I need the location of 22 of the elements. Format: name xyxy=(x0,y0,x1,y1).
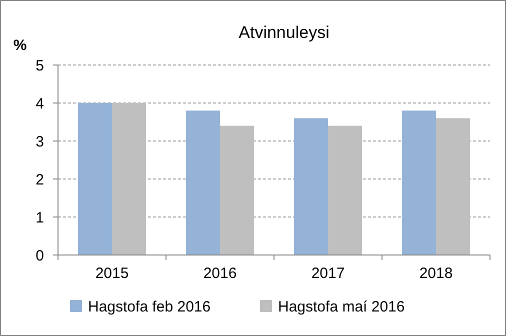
chart-title: Atvinnuleysi xyxy=(238,23,330,42)
bar xyxy=(220,126,254,255)
bar xyxy=(436,118,470,255)
y-axis-title: % xyxy=(13,37,27,54)
y-tick-label: 4 xyxy=(36,95,44,112)
bar xyxy=(112,103,146,255)
bar xyxy=(186,110,220,255)
x-tick-label: 2016 xyxy=(203,265,237,282)
y-tick-label: 2 xyxy=(36,171,44,188)
bar xyxy=(328,126,362,255)
x-tick-label: 2018 xyxy=(419,265,453,282)
bar xyxy=(294,118,328,255)
y-tick-label: 3 xyxy=(36,133,44,150)
legend-label: Hagstofa feb 2016 xyxy=(88,298,211,316)
x-tick-label: 2015 xyxy=(95,265,129,282)
y-tick-label: 5 xyxy=(36,57,44,74)
bar xyxy=(78,103,112,255)
y-tick-label: 0 xyxy=(36,247,44,264)
legend-label: Hagstofa maí 2016 xyxy=(278,298,405,316)
y-tick-label: 1 xyxy=(36,209,44,226)
bar xyxy=(402,110,436,255)
x-tick-label: 2017 xyxy=(311,265,345,282)
